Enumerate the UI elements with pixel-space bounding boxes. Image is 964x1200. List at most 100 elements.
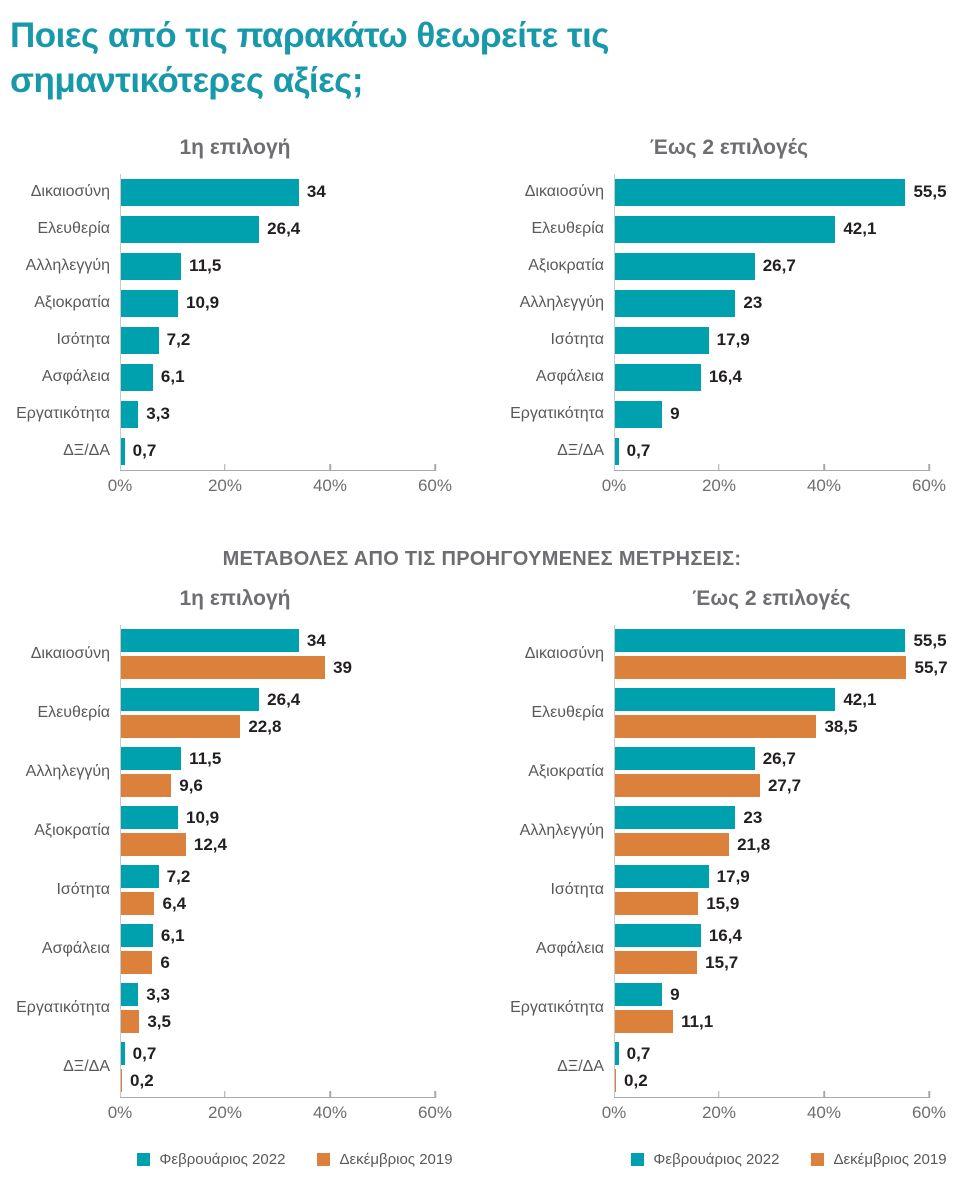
value-label: 0,7 — [626, 441, 651, 461]
bar-cell: 23 21,8 — [614, 801, 929, 861]
category-label: Ασφάλεια — [535, 368, 604, 386]
bar-cell: 16,4 — [614, 358, 929, 396]
axis-tick — [823, 1090, 825, 1098]
tick-label: 60% — [417, 1102, 452, 1122]
value-label: 21,8 — [737, 834, 771, 854]
tick-label-row: 0% 20% 40% 60% — [494, 476, 964, 498]
category-label: Ελευθερία — [37, 704, 111, 722]
legend-label: Φεβρουάριος 2022 — [159, 1150, 286, 1168]
tick-label: 0% — [601, 475, 627, 495]
bar — [615, 363, 701, 391]
bar — [615, 1010, 674, 1034]
tick-labels: 0% 20% 40% 60% — [602, 1103, 946, 1125]
value-label: 6 — [160, 952, 170, 972]
bar-cell: 0,7 — [120, 432, 435, 470]
bar-track: 16,4 — [615, 924, 929, 948]
chart-row: Αλληλεγγύη 23 21,8 — [494, 801, 964, 861]
bar — [615, 806, 736, 830]
bar — [121, 178, 299, 206]
value-label: 3,3 — [146, 404, 170, 424]
value-label: 12,4 — [193, 834, 227, 854]
value-label: 0,2 — [130, 1070, 154, 1090]
legend-label: Φεβρουάριος 2022 — [653, 1150, 780, 1168]
bar — [615, 656, 907, 680]
category-label: Ασφάλεια — [41, 940, 110, 958]
axis-tick — [434, 463, 436, 471]
chart-row: Αξιοκρατία 10,9 12,4 — [0, 801, 470, 861]
bar — [121, 437, 125, 465]
axis-row — [0, 463, 470, 471]
bar — [121, 629, 299, 653]
value-label: 3,5 — [147, 1011, 171, 1031]
value-label: 7,2 — [166, 866, 191, 886]
chart-row: Ασφάλεια 6,1 6 — [0, 919, 470, 979]
bar-track: 15,7 — [615, 951, 929, 975]
category-label: Δικαιοσύνη — [30, 645, 110, 663]
bar — [615, 437, 619, 465]
bar — [121, 806, 179, 830]
section-heading: ΜΕΤΑΒΟΛΕΣ ΑΠΟ ΤΙΣ ΠΡΟΗΓΟΥΜΕΝΕΣ ΜΕΤΡΗΣΕΙΣ… — [222, 547, 742, 570]
bar-track: 3,5 — [121, 1010, 435, 1034]
bar-track: 9 — [615, 983, 929, 1007]
tick-labels: 0% 20% 40% 60% — [602, 475, 946, 498]
bar — [121, 215, 260, 243]
bar-cell: 10,9 — [120, 284, 435, 322]
bar — [121, 1069, 123, 1093]
bar-track: 0,2 — [615, 1069, 929, 1093]
bar-track: 26,7 — [615, 252, 929, 280]
tick-label-row: 0% 20% 40% 60% — [494, 1103, 964, 1125]
category-label: ΔΞ/ΔΑ — [63, 1058, 110, 1076]
bar-cell: 6,1 6 — [120, 919, 435, 979]
chart-two-choices: Έως 2 επιλογές Δικαιοσύνη 55,5 Ελευθερία 42,… — [494, 136, 964, 498]
bar-track: 9 — [615, 400, 929, 428]
tick-label: 40% — [806, 475, 841, 495]
bar — [615, 215, 836, 243]
bar-cell: 42,1 38,5 — [614, 683, 929, 743]
bar-track: 16,4 — [615, 363, 929, 391]
bar-track: 11,5 — [121, 252, 435, 280]
category-label: Ασφάλεια — [41, 368, 110, 386]
chart-row: Δικαιοσύνη 55,5 — [494, 173, 964, 211]
tick-label: 20% — [701, 475, 736, 495]
bar-track: 34 — [121, 178, 435, 206]
tick-label: 40% — [312, 1102, 347, 1122]
bar — [121, 774, 172, 798]
bar — [121, 656, 326, 680]
category-label: Ισότητα — [550, 881, 604, 899]
chart-row: Ελευθερία 42,1 — [494, 210, 964, 248]
bar-track: 26,4 — [121, 215, 435, 243]
bar — [615, 1069, 617, 1093]
bar — [615, 178, 906, 206]
value-label: 15,7 — [705, 952, 739, 972]
tick-label: 60% — [417, 475, 452, 495]
axis-tick — [434, 1090, 436, 1098]
bar-cell: 0,7 0,2 — [120, 1037, 435, 1097]
value-label: 39 — [333, 657, 353, 677]
value-label: 0,2 — [624, 1070, 648, 1090]
category-label: Αξιοκρατία — [34, 822, 110, 840]
value-label: 34 — [306, 630, 326, 650]
bar-track: 0,7 — [121, 1042, 435, 1066]
value-label: 42,1 — [843, 689, 877, 709]
chart-row: ΔΞ/ΔΑ 0,7 0,2 — [0, 1037, 470, 1097]
bar-cell: 55,5 — [614, 173, 947, 211]
bar — [121, 688, 260, 712]
bar-track: 34 — [121, 629, 435, 653]
bar-cell: 0,7 — [614, 432, 929, 470]
chart-row: ΔΞ/ΔΑ 0,7 — [494, 432, 964, 470]
chart-row: Ασφάλεια 16,4 — [494, 358, 964, 396]
bar-cell: 23 — [614, 284, 929, 322]
bar — [615, 774, 760, 798]
bar — [615, 865, 709, 889]
category-label: Εργατικότητα — [16, 405, 110, 423]
chart-row: Εργατικότητα 3,3 — [0, 395, 470, 433]
value-label: 10,9 — [186, 293, 220, 313]
bar-track: 6,1 — [121, 363, 435, 391]
chart-row: Αξιοκρατία 26,7 — [494, 247, 964, 285]
bar — [615, 951, 698, 975]
axis-spacer — [494, 476, 614, 498]
chart-row: Εργατικότητα 3,3 3,5 — [0, 978, 470, 1038]
value-label: 26,4 — [267, 219, 301, 239]
category-label: Εργατικότητα — [510, 999, 604, 1017]
category-label: Αλληλεγγύη — [519, 294, 604, 312]
